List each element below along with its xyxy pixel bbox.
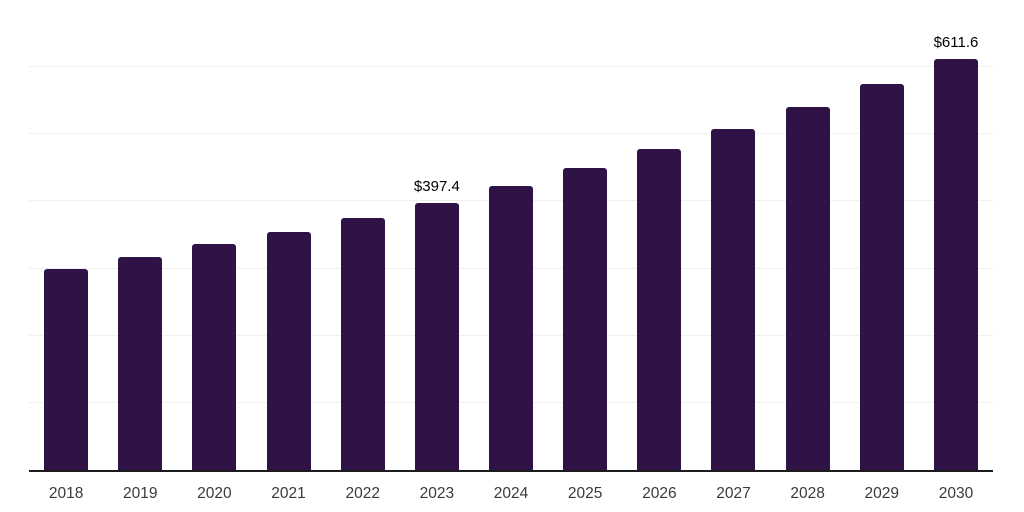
bar-2021	[266, 231, 311, 470]
bar-2030	[933, 59, 978, 470]
gridline-600	[29, 66, 993, 68]
bar-2019	[118, 257, 163, 470]
x-tick-2022: 2022	[345, 485, 380, 502]
bar-slot-2028	[771, 2, 845, 470]
x-tick-2024: 2024	[493, 485, 529, 502]
x-tick-2023: 2023	[419, 485, 455, 502]
bar-value-label-2023: $397.4	[413, 178, 460, 196]
x-tick-2027: 2027	[716, 485, 751, 502]
x-axis: 2018 2019 2020 2021 2022 2023 2024 2025 2026 2027…	[29, 474, 993, 503]
plot-area: $397.4 $611.6	[29, 2, 993, 472]
x-tick-2019: 2019	[122, 485, 158, 502]
bar-slot-2020	[177, 2, 251, 470]
bar-slot-2027	[696, 2, 770, 470]
gridline-500	[29, 133, 993, 135]
x-tick-2021: 2021	[271, 485, 306, 502]
bar-slot-2022	[326, 2, 400, 470]
bar-2027	[711, 128, 756, 470]
bar-slot-2029	[845, 2, 919, 470]
bar-slot-2021	[251, 2, 325, 470]
x-tick-2028: 2028	[790, 485, 825, 502]
x-tick-2026: 2026	[642, 485, 677, 502]
x-tick-2029: 2029	[864, 485, 900, 502]
bar-slot-2025	[548, 2, 622, 470]
bar-slot-2030: $611.6	[919, 2, 993, 470]
bar-2025	[563, 168, 608, 470]
bar-2024	[489, 186, 534, 470]
bar-2020	[192, 244, 237, 470]
bar-2023	[414, 203, 459, 470]
x-tick-2030: 2030	[938, 485, 974, 502]
bar-slot-2019	[103, 2, 177, 470]
bar-2018	[44, 268, 89, 470]
bar-slot-2023: $397.4	[400, 2, 474, 470]
x-tick-2018: 2018	[48, 485, 84, 502]
x-tick-2020: 2020	[197, 485, 232, 502]
x-tick-2025: 2025	[567, 485, 603, 502]
bar-2026	[637, 149, 682, 470]
bar-slot-2018	[29, 2, 103, 470]
bar-value-label-2030: $611.6	[933, 34, 979, 52]
bars-row: $397.4 $611.6	[29, 2, 993, 470]
bar-2022	[340, 217, 385, 470]
bar-slot-2026	[622, 2, 696, 470]
bar-slot-2024	[474, 2, 548, 470]
bar-2029	[859, 83, 904, 470]
bar-2028	[785, 107, 830, 470]
